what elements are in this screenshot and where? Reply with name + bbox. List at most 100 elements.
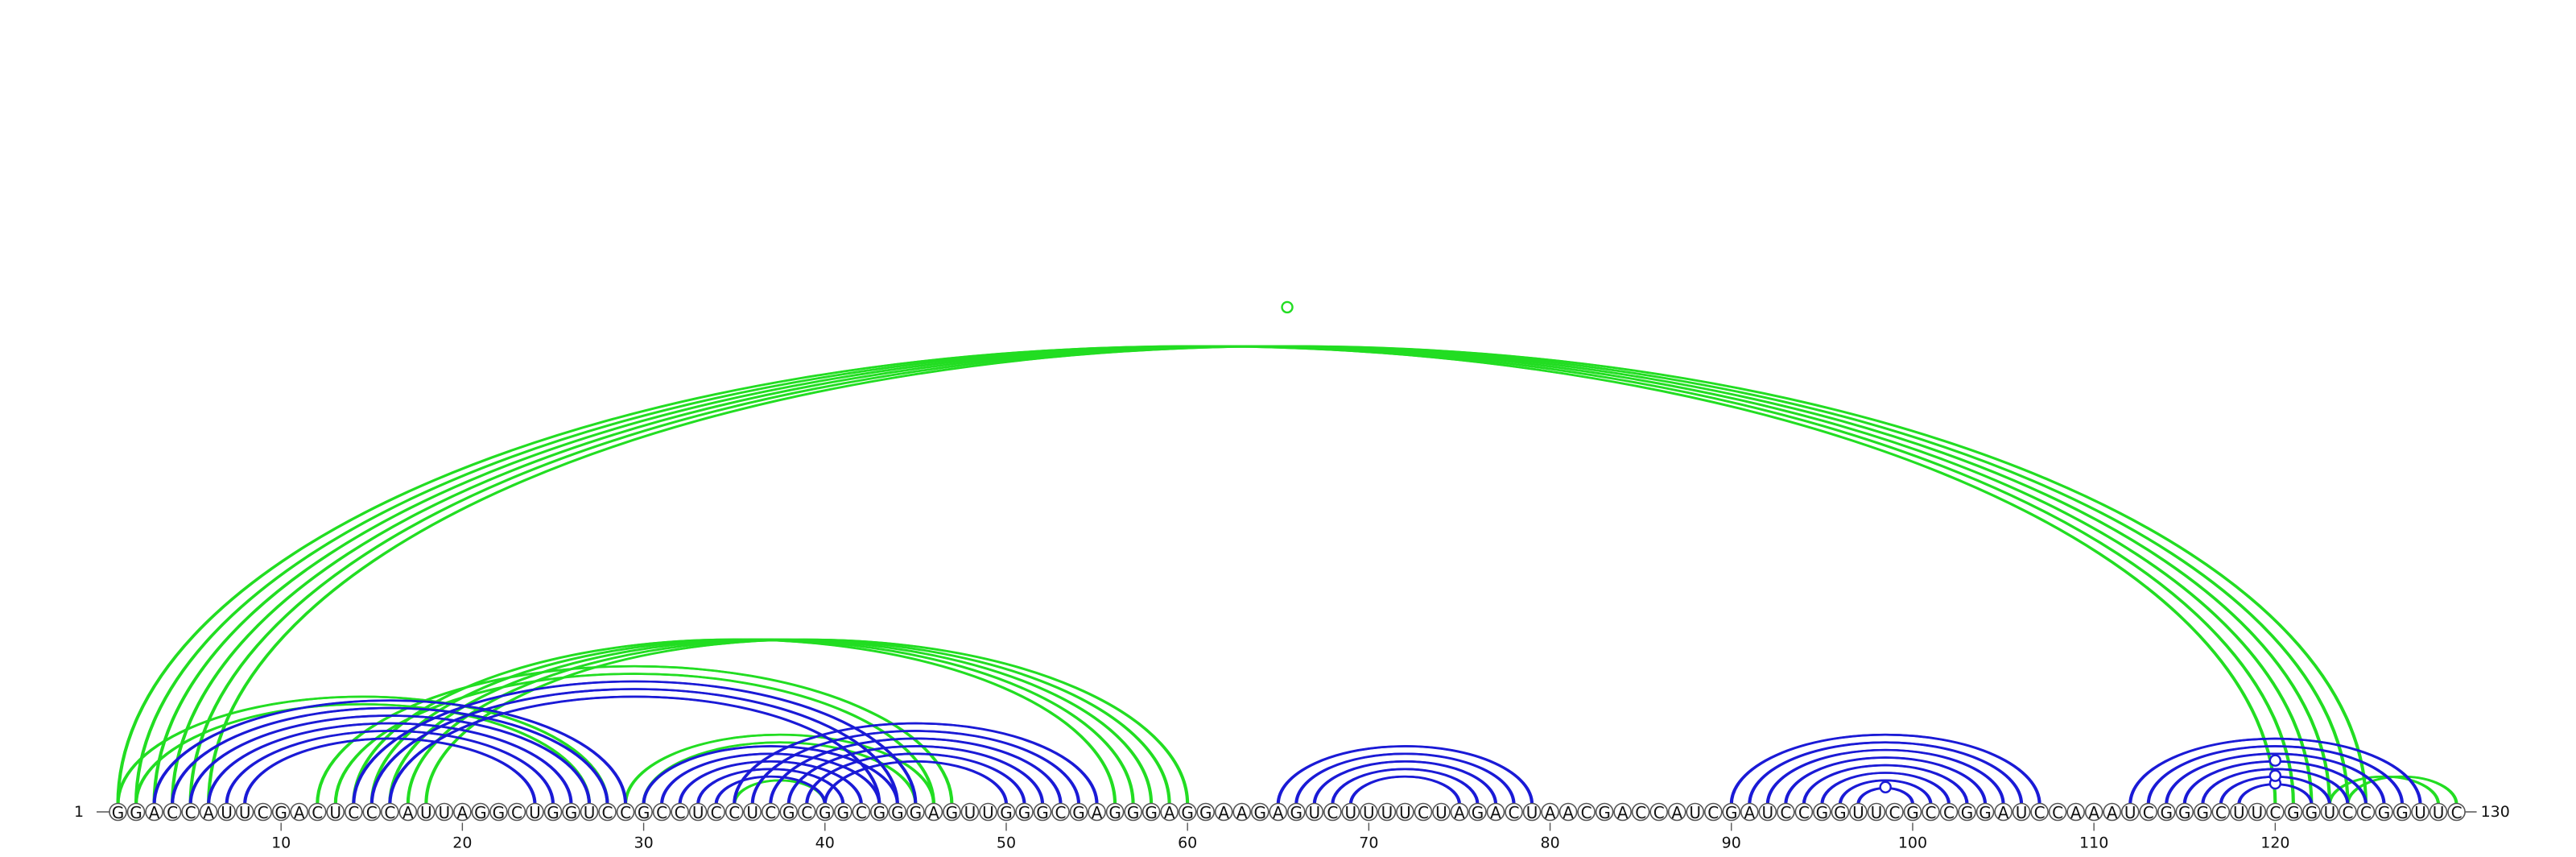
nucleotide-letter: A [149,803,160,822]
tick-label: 40 [815,834,835,852]
nucleotide: G [815,802,835,822]
nucleotide: G [888,802,907,822]
blue-arc-5-27 [190,714,592,805]
nucleotide-letter: G [837,803,850,822]
nucleotide: U [1396,802,1414,822]
nucleotide-circle [979,802,997,822]
nucleotide: A [1558,802,1578,822]
nucleotide-letter: G [1472,803,1484,822]
blue-arc-114-126 [2165,752,2386,805]
nucleotide: G [1250,802,1269,822]
nucleotide-circle [2339,802,2357,822]
green-arc-35-40 [733,779,827,805]
nucleotide: C [2356,802,2376,822]
nucleotide-circle [2030,802,2049,822]
nucleotide: C [707,802,725,822]
nucleotide-letter: U [746,803,758,822]
nucleotide-circle [2157,802,2176,822]
nucleotide: C [362,802,382,822]
nucleotide: U [1341,802,1360,822]
nucleotide-circle [1214,802,1233,822]
nucleotide: G [779,802,799,822]
nucleotide-circle [997,802,1016,822]
nucleotide: C [724,802,744,822]
nucleotide-circle [1468,802,1487,822]
nucleotide: C [1794,802,1814,822]
nucleotide: A [199,802,218,822]
nucleotide-letter: G [1145,803,1158,822]
blue-arc-36-54 [752,730,1081,805]
nucleotide-circle [1396,802,1414,822]
nucleotide: A [290,802,309,822]
nucleotide: G [943,802,961,822]
nucleotide-circle [1541,802,1559,822]
green-arc-6-125 [207,345,2367,805]
nucleotide-letter: G [2396,803,2409,822]
nucleotide-letter: C [2143,803,2154,822]
blue-apex-marker [1879,780,1892,794]
nucleotide-letter: U [692,803,704,822]
nucleotide-letter: A [1671,803,1682,822]
blue-arc-38-52 [788,745,1045,805]
blue-arc-112-128 [2129,737,2422,805]
blue-arc-40-50 [824,760,1009,805]
nucleotide: U [2230,802,2248,822]
nucleotide: G [997,802,1016,822]
nucleotide-letter: C [511,803,522,822]
nucleotide: U [743,802,762,822]
nucleotide-letter: C [711,803,722,822]
green-arc-6-125 [208,345,2368,805]
nucleotide-circle [1505,802,1523,822]
nucleotide-letter: A [1490,803,1501,822]
blue-apex-marker [2268,769,2282,782]
nucleotide-circle [2302,802,2321,822]
nucleotide-letter: C [765,803,776,822]
nucleotide-letter: G [2306,803,2318,822]
nucleotide-letter: C [1055,803,1067,822]
nucleotide: C [852,802,871,822]
nucleotide: C [254,802,272,822]
blue-arc-32-42 [679,760,863,805]
nucleotide-letter: C [366,803,378,822]
nucleotide-circle [870,802,889,822]
nucleotide-circle [2066,802,2085,822]
nucleotide-letter: U [1689,803,1701,822]
nucleotide-circle [707,802,725,822]
nucleotide-circle [1232,802,1252,822]
nucleotide-letter: G [1816,803,1829,822]
nucleotide: U [688,802,708,822]
nucleotide: C [1414,802,1433,822]
nucleotide-letter: A [1998,803,2009,822]
blue-arc-91-106 [1748,741,2024,805]
nucleotide-letter: U [1308,803,1320,822]
nucleotide-letter: G [1036,803,1049,822]
nucleotide-letter: C [1926,803,1937,822]
nucleotide: G [1141,802,1161,822]
nucleotide: G [1831,802,1850,822]
nucleotide-circle [616,802,635,822]
nucleotide-letter: A [1164,803,1175,822]
nucleotide-letter: A [2088,803,2099,822]
nucleotide: G [1722,802,1741,822]
nucleotide-letter: C [620,803,631,822]
green-arc-29-46 [625,733,935,805]
nucleotide-circle [1667,802,1686,822]
nucleotide: U [979,802,997,822]
nucleotide: G [2194,802,2212,822]
nucleotide: G [1196,802,1215,822]
nucleotide-circle [1722,802,1741,822]
nucleotide-circle [1939,802,1959,822]
nucleotide-letter: G [873,803,886,822]
nucleotide-letter: C [2451,803,2462,822]
nucleotide-circle [2230,802,2248,822]
nucleotide: G [489,802,508,822]
nucleotide: C [2266,802,2285,822]
nucleotide: G [2175,802,2194,822]
nucleotide-circle [2375,802,2393,822]
blue-arc-113-127 [2148,745,2405,805]
nucleotide-letter: U [2433,803,2445,822]
nucleotide-circle [1703,802,1723,822]
nucleotide-letter: C [384,803,395,822]
nucleotide-circle [199,802,218,822]
